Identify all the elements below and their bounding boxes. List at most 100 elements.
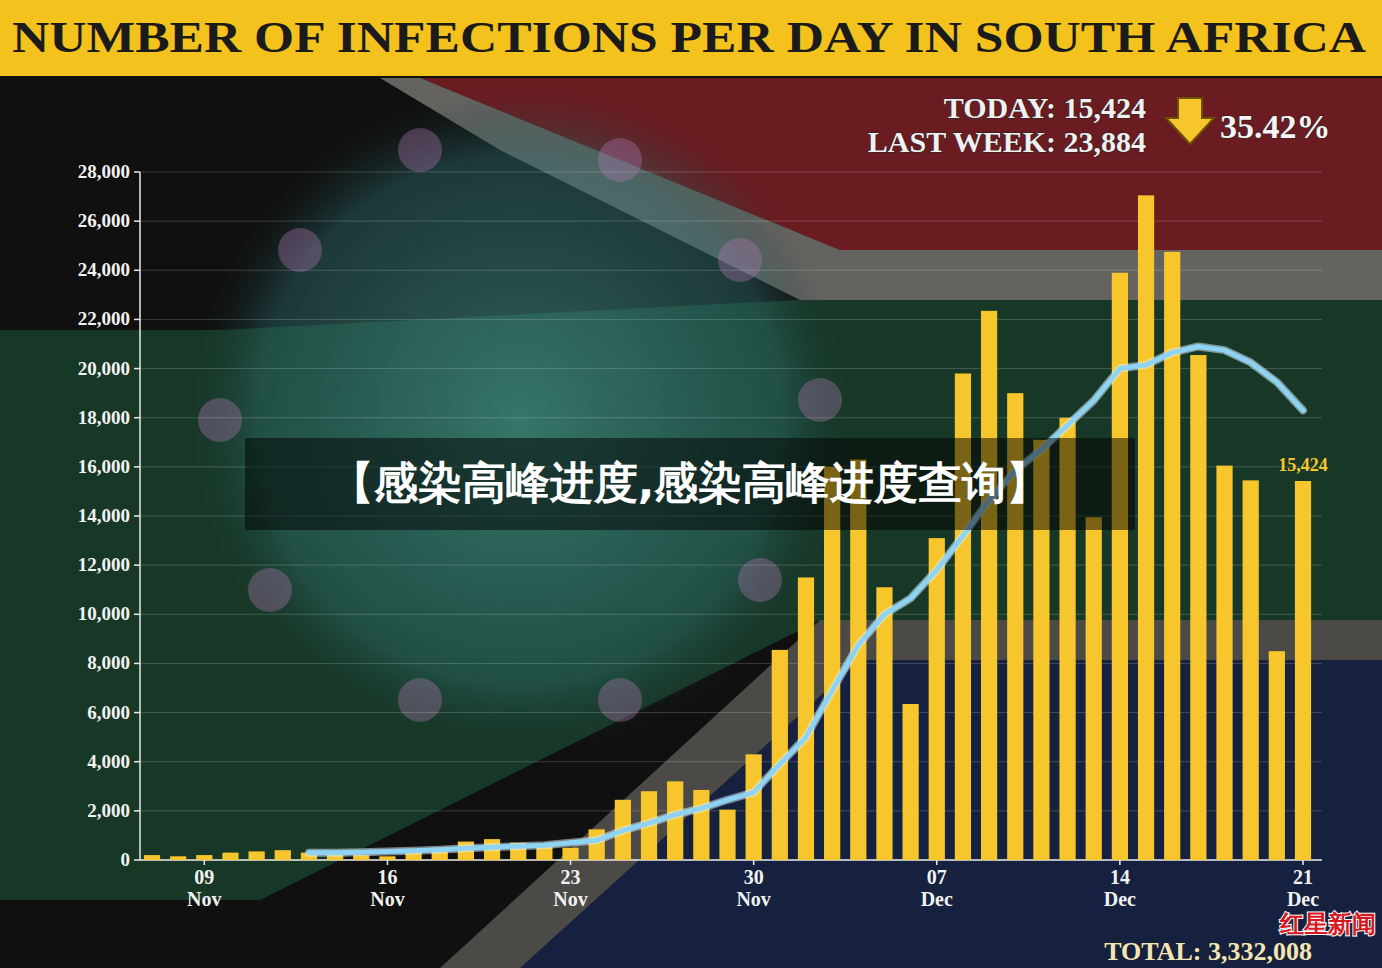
virus-spike [598, 138, 642, 182]
y-tick-label: 26,000 [78, 210, 130, 231]
bar [667, 781, 683, 860]
y-tick-label: 8,000 [87, 652, 130, 673]
x-tick [1302, 860, 1304, 865]
y-tick [134, 368, 140, 370]
y-tick [134, 564, 140, 566]
y-axis [139, 172, 141, 860]
y-tick [134, 614, 140, 616]
x-tick [204, 860, 206, 865]
bar [1216, 466, 1232, 860]
bar [562, 848, 578, 860]
background [0, 0, 1382, 968]
y-tick [134, 319, 140, 321]
y-tick-label: 10,000 [78, 603, 130, 624]
x-tick-label-line: 07 [927, 866, 947, 888]
bar [1112, 273, 1128, 860]
x-tick [1119, 860, 1121, 865]
today-label: TODAY: 15,424 [944, 91, 1146, 124]
x-tick-label-line: Nov [553, 888, 587, 910]
y-tick [134, 417, 140, 419]
x-tick [936, 860, 938, 865]
x-tick [387, 860, 389, 865]
bar [1138, 195, 1154, 860]
caption-box [245, 438, 1135, 530]
bar [222, 853, 238, 860]
y-tick-label: 0 [121, 849, 131, 870]
y-tick [134, 663, 140, 665]
y-tick-label: 20,000 [78, 358, 130, 379]
y-tick-label: 24,000 [78, 259, 130, 280]
y-tick-label: 4,000 [87, 751, 130, 772]
y-tick [134, 466, 140, 468]
x-tick-label: 07Dec [921, 866, 953, 910]
x-tick-label-line: Nov [736, 888, 770, 910]
x-tick-label: 09Nov [187, 866, 221, 910]
x-tick-label-line: Nov [370, 888, 404, 910]
y-tick [134, 220, 140, 222]
bar [1164, 252, 1180, 860]
bar [1086, 517, 1102, 860]
x-tick-label-line: Dec [921, 888, 953, 910]
total-label: TOTAL: 3,332,008 [1104, 937, 1312, 966]
bar [693, 790, 709, 860]
virus-spike [248, 568, 292, 612]
y-tick [134, 761, 140, 763]
bar [876, 587, 892, 860]
virus-spike [278, 228, 322, 272]
watermark: 红星新闻 [1279, 909, 1376, 938]
x-tick-label: 30Nov [736, 866, 770, 910]
virus [190, 90, 850, 750]
y-tick [134, 515, 140, 517]
y-tick [134, 171, 140, 173]
x-tick-label: 16Nov [370, 866, 404, 910]
y-tick-label: 2,000 [87, 800, 130, 821]
bar [196, 855, 212, 860]
y-tick-label: 22,000 [78, 308, 130, 329]
x-tick-label-line: 14 [1110, 866, 1130, 888]
x-tick [753, 860, 755, 865]
caption: 【感染高峰进度,感染高峰进度查询】 [330, 457, 1051, 508]
bar [275, 850, 291, 860]
y-tick-label: 28,000 [78, 161, 130, 182]
bar [379, 856, 395, 860]
chart: NUMBER OF INFECTIONS PER DAY IN SOUTH AF… [0, 0, 1382, 968]
virus-spike [398, 128, 442, 172]
y-tick-label: 14,000 [78, 505, 130, 526]
x-tick-label-line: 09 [194, 866, 214, 888]
change-percent: 35.42% [1220, 108, 1331, 145]
y-tick [134, 270, 140, 272]
x-tick-label-line: Dec [1287, 888, 1319, 910]
bar [249, 851, 265, 860]
plot-area [144, 195, 1311, 860]
line [309, 346, 1303, 852]
y-tick-label: 6,000 [87, 702, 130, 723]
virus-spike [198, 398, 242, 442]
last-value-label: 15,424 [1278, 455, 1328, 475]
x-tick-label-line: 30 [744, 866, 764, 888]
bar [1295, 481, 1311, 860]
y-tick [134, 712, 140, 714]
bar [1190, 355, 1206, 860]
line-halo [309, 346, 1303, 852]
bar [719, 810, 735, 860]
bar [746, 754, 762, 860]
x-tick-label-line: 23 [561, 866, 581, 888]
title-banner [0, 0, 1382, 76]
y-tick [134, 859, 140, 861]
down-arrow [1166, 98, 1214, 144]
last-week-label: LAST WEEK: 23,884 [868, 125, 1146, 158]
bar [798, 577, 814, 860]
x-tick-label-line: Nov [187, 888, 221, 910]
x-tick [570, 860, 572, 865]
x-tick-label: 23Nov [553, 866, 587, 910]
x-tick-label-line: Dec [1104, 888, 1136, 910]
x-tick-label: 14Dec [1104, 866, 1136, 910]
x-tick-label-line: 21 [1293, 866, 1313, 888]
bar [903, 704, 919, 860]
virus-spike [798, 378, 842, 422]
bar [170, 856, 186, 860]
bar [1269, 651, 1285, 860]
virus-spike [718, 238, 762, 282]
virus-spike [738, 558, 782, 602]
y-tick-label: 12,000 [78, 554, 130, 575]
